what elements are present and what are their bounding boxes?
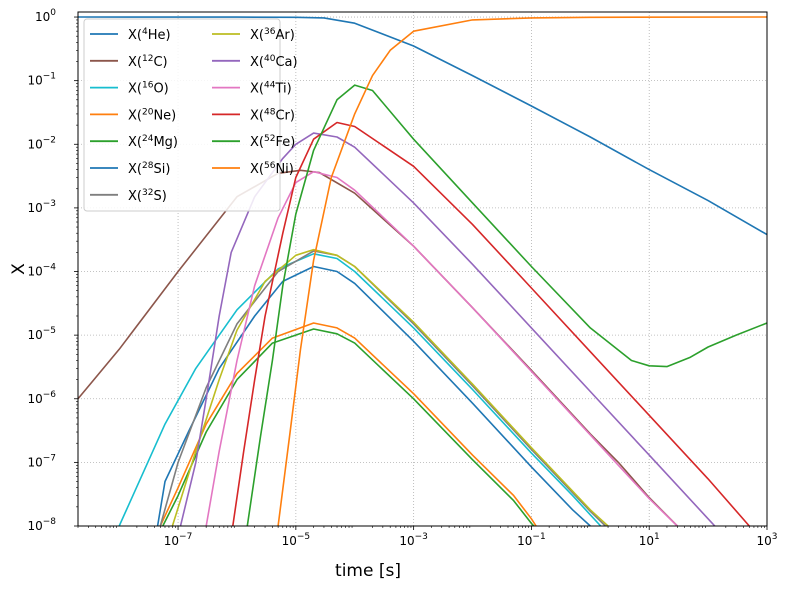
legend-label: X(4He) [128,27,171,43]
legend-entry: X(28Si) [90,161,170,177]
x-tick-label: 101 [639,532,660,548]
ticks: 10−7 10−5 10−3 10−1 101 103 10−8 10−7 10−6 10−5 10… [27,8,777,548]
legend-label: X(24Mg) [128,134,178,150]
legend-entry: X(48Cr) [212,107,295,123]
legend-box [83,18,281,212]
series-line-13 [277,16,767,526]
legend-label: X(44Ti) [250,81,292,97]
legend-entry: X(4He) [90,27,171,43]
series-lines [78,16,767,526]
y-tick-label: 10−3 [27,199,56,215]
legend-entry: X(12C) [90,54,168,70]
legend: X(4He) X(12C) X(16O) X(20Ne) X(24Mg) X(28Si) X… [83,18,298,212]
legend-entry: X(44Ti) [212,81,292,97]
y-tick-label: 10−6 [27,390,56,406]
legend-label: X(52Fe) [250,134,295,150]
series-line-10 [205,170,678,526]
plot-frame [77,11,768,527]
y-tick-label: 10−5 [27,326,56,342]
legend-label: X(32S) [128,188,167,204]
x-tick-label: 103 [756,532,777,548]
y-axis-label: X [9,263,29,275]
series-line-9 [179,132,716,526]
series-line-4 [159,322,537,526]
series-line-5 [162,328,535,526]
legend-entry: X(36Ar) [212,27,295,43]
x-tick-label: 10−5 [282,532,311,548]
series-line-8 [171,248,609,526]
legend-label: X(48Cr) [250,107,295,123]
series-line-2 [78,169,678,526]
x-tick-label: 10−1 [517,532,546,548]
legend-entry: X(16O) [90,81,169,97]
legend-label: X(20Ne) [128,107,176,123]
series-line-12 [246,84,767,526]
legend-entry: X(32S) [90,188,167,204]
y-tick-label: 100 [35,8,56,24]
legend-entry: X(56Ni) [212,161,294,177]
legend-entry: X(40Ca) [212,54,298,70]
legend-entry: X(20Ne) [90,107,176,123]
x-tick-label: 10−7 [164,532,193,548]
legend-label: X(28Si) [128,161,170,177]
y-tick-label: 10−8 [27,517,56,533]
y-tick-label: 10−1 [27,72,56,88]
series-line-11 [232,121,750,526]
y-tick-label: 10−4 [27,263,56,279]
legend-label: X(12C) [128,54,168,70]
x-tick-label: 10−3 [399,532,428,548]
legend-label: X(56Ni) [250,161,294,177]
series-line-1 [78,16,767,236]
series-line-3 [118,253,602,526]
y-tick-label: 10−2 [27,135,56,151]
legend-label: X(16O) [128,81,169,97]
legend-label: X(40Ca) [250,54,298,70]
legend-entry: X(24Mg) [90,134,178,150]
y-tick-label: 10−7 [27,453,56,469]
legend-entry: X(52Fe) [212,134,295,150]
x-axis-label: time [s] [335,561,401,581]
legend-label: X(36Ar) [250,27,295,43]
